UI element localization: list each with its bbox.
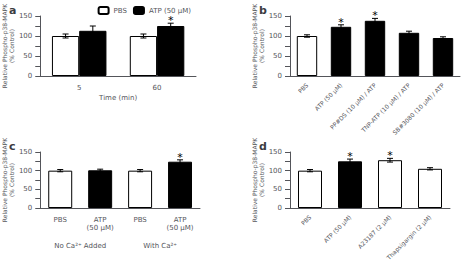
svg-text:*: *: [372, 9, 378, 22]
svg-text:(% Control): (% Control): [258, 163, 265, 197]
svg-text:PBS: PBS: [299, 213, 312, 226]
svg-text:Time (min): Time (min): [98, 94, 137, 102]
svg-text:150: 150: [19, 148, 32, 156]
svg-text:150: 150: [19, 12, 32, 20]
svg-text:PBS: PBS: [133, 216, 147, 224]
svg-text:PP#DS (10 μM) / ATP: PP#DS (10 μM) / ATP: [328, 81, 378, 131]
svg-text:150: 150: [269, 12, 282, 20]
svg-text:0: 0: [278, 72, 282, 80]
svg-text:100: 100: [269, 167, 282, 175]
svg-text:(% Control): (% Control): [8, 29, 15, 63]
svg-text:(50 μM): (50 μM): [166, 224, 193, 232]
svg-text:ATP (50 μM): ATP (50 μM): [148, 6, 191, 15]
svg-text:Relative Phospho-p38-MAPK: Relative Phospho-p38-MAPK: [250, 3, 258, 89]
svg-text:0: 0: [28, 72, 32, 80]
svg-text:*: *: [387, 149, 393, 162]
svg-text:5: 5: [77, 84, 81, 92]
svg-text:0: 0: [28, 204, 32, 212]
svg-text:ATP: ATP: [174, 216, 187, 224]
svg-text:(50 μM): (50 μM): [87, 224, 114, 232]
svg-text:150: 150: [269, 148, 282, 156]
svg-text:*: *: [177, 151, 183, 164]
svg-text:No Ca²⁺ Added: No Ca²⁺ Added: [54, 242, 106, 250]
svg-text:Relative Phospho-p38-MAPK: Relative Phospho-p38-MAPK: [1, 137, 8, 223]
svg-text:*: *: [168, 14, 174, 27]
svg-text:100: 100: [269, 32, 282, 40]
svg-text:b: b: [259, 4, 267, 17]
svg-text:d: d: [259, 140, 267, 153]
svg-text:(% Control): (% Control): [258, 29, 265, 63]
svg-text:PBS: PBS: [54, 216, 68, 224]
svg-text:PBS: PBS: [114, 7, 128, 15]
svg-text:50: 50: [273, 185, 282, 193]
svg-text:Relative Phospho-p38-MAPK: Relative Phospho-p38-MAPK: [250, 137, 258, 223]
svg-text:Thapsigargin (2 μM): Thapsigargin (2 μM): [384, 214, 433, 263]
svg-text:TNP-ATP (10 μM) / ATP: TNP-ATP (10 μM) / ATP: [359, 81, 412, 134]
svg-text:SB#3080 (10 μM) / ATP: SB#3080 (10 μM) / ATP: [391, 81, 446, 136]
svg-text:100: 100: [19, 167, 32, 175]
svg-text:50: 50: [273, 52, 282, 60]
svg-text:*: *: [347, 150, 353, 163]
svg-text:c: c: [9, 140, 16, 153]
svg-text:50: 50: [23, 52, 32, 60]
svg-text:A23187 (2 μM): A23187 (2 μM): [356, 214, 393, 251]
svg-text:Relative Phospho-p38-MAPK: Relative Phospho-p38-MAPK: [1, 3, 8, 89]
svg-text:With Ca²⁺: With Ca²⁺: [143, 242, 177, 250]
svg-text:ATP (50 μM): ATP (50 μM): [322, 214, 353, 245]
svg-text:PBS: PBS: [296, 81, 309, 94]
svg-text:100: 100: [19, 32, 32, 40]
svg-text:a: a: [9, 4, 16, 17]
svg-text:50: 50: [23, 185, 32, 193]
svg-text:0: 0: [278, 204, 282, 212]
svg-text:ATP (50 μM): ATP (50 μM): [313, 82, 344, 113]
svg-text:60: 60: [153, 84, 162, 92]
svg-text:*: *: [338, 16, 344, 29]
svg-text:(% Control): (% Control): [8, 163, 15, 197]
svg-text:ATP: ATP: [94, 216, 107, 224]
